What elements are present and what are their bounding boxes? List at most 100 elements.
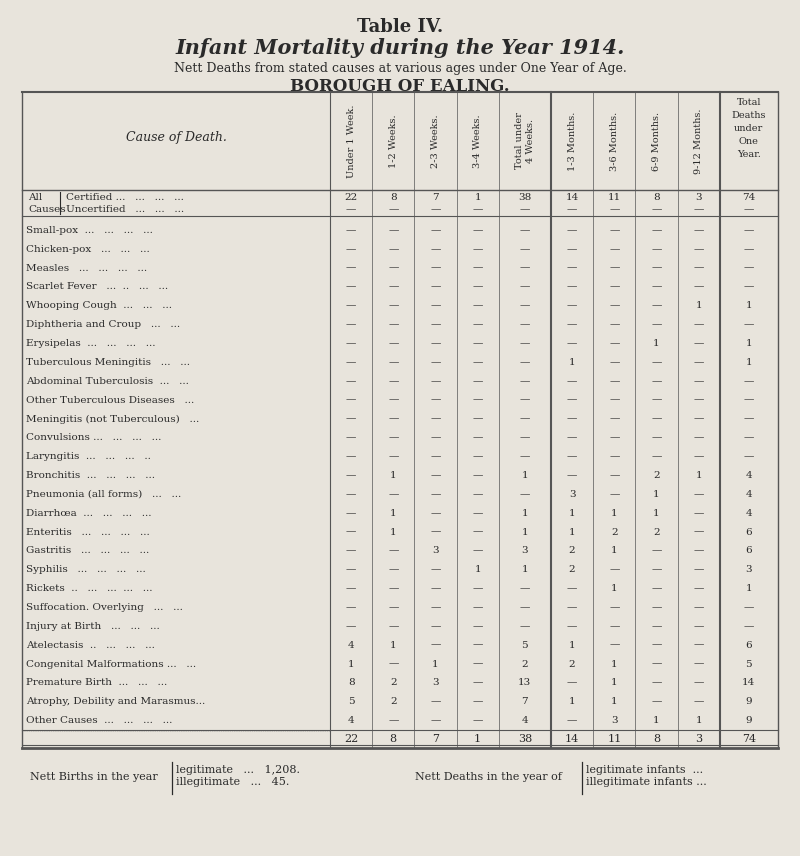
Text: 2: 2: [611, 527, 618, 537]
Text: legitimate   ...   1,208.: legitimate ... 1,208.: [176, 765, 300, 775]
Text: 1: 1: [695, 471, 702, 480]
Text: —: —: [473, 546, 483, 556]
Text: Other Tuberculous Diseases   ...: Other Tuberculous Diseases ...: [26, 395, 194, 405]
Text: —: —: [346, 565, 356, 574]
Text: Rickets  ..   ...   ...  ...   ...: Rickets .. ... ... ... ...: [26, 584, 153, 593]
Text: 1: 1: [522, 527, 528, 537]
Text: —: —: [430, 245, 441, 253]
Text: —: —: [346, 603, 356, 612]
Text: 1: 1: [390, 527, 397, 537]
Text: 4: 4: [522, 716, 528, 725]
Text: —: —: [430, 527, 441, 537]
Text: —: —: [388, 301, 398, 311]
Text: —: —: [430, 414, 441, 424]
Text: —: —: [694, 584, 704, 593]
Text: —: —: [567, 301, 578, 311]
Text: —: —: [388, 716, 398, 725]
Text: —: —: [651, 584, 662, 593]
Text: 1: 1: [611, 678, 618, 687]
Text: 3-4 Weeks.: 3-4 Weeks.: [473, 114, 482, 168]
Text: —: —: [651, 433, 662, 443]
Text: Diarrhœa  ...   ...   ...   ...: Diarrhœa ... ... ... ...: [26, 508, 151, 518]
Text: —: —: [473, 640, 483, 650]
Text: 1-2 Weeks.: 1-2 Weeks.: [389, 114, 398, 168]
Text: —: —: [388, 245, 398, 253]
Text: —: —: [430, 640, 441, 650]
Text: —: —: [567, 264, 578, 272]
Text: —: —: [520, 245, 530, 253]
Text: —: —: [473, 490, 483, 499]
Text: —: —: [473, 603, 483, 612]
Text: —: —: [651, 205, 662, 214]
Text: —: —: [567, 433, 578, 443]
Text: 1: 1: [569, 527, 575, 537]
Text: 1: 1: [348, 659, 354, 669]
Text: under: under: [734, 124, 763, 133]
Text: —: —: [430, 395, 441, 405]
Text: All: All: [28, 193, 42, 202]
Text: —: —: [520, 339, 530, 348]
Text: 1: 1: [522, 471, 528, 480]
Text: —: —: [567, 584, 578, 593]
Text: 8: 8: [390, 734, 397, 744]
Text: Nett Deaths in the year of: Nett Deaths in the year of: [415, 772, 562, 782]
Text: —: —: [430, 226, 441, 235]
Text: —: —: [473, 226, 483, 235]
Text: Deaths: Deaths: [732, 111, 766, 120]
Text: 1: 1: [569, 508, 575, 518]
Text: —: —: [430, 565, 441, 574]
Text: —: —: [567, 282, 578, 292]
Text: —: —: [567, 377, 578, 386]
Text: —: —: [346, 527, 356, 537]
Text: —: —: [567, 621, 578, 631]
Text: —: —: [694, 205, 704, 214]
Text: 1: 1: [746, 358, 752, 367]
Text: —: —: [520, 490, 530, 499]
Text: 3: 3: [432, 546, 438, 556]
Text: 14: 14: [565, 734, 579, 744]
Text: —: —: [744, 264, 754, 272]
Text: 14: 14: [742, 678, 755, 687]
Text: —: —: [694, 377, 704, 386]
Text: —: —: [430, 716, 441, 725]
Text: Bronchitis  ...   ...   ...   ...: Bronchitis ... ... ... ...: [26, 471, 155, 480]
Text: —: —: [744, 395, 754, 405]
Text: —: —: [744, 603, 754, 612]
Text: —: —: [651, 621, 662, 631]
Text: —: —: [346, 320, 356, 330]
Text: —: —: [651, 698, 662, 706]
Text: Table IV.: Table IV.: [357, 18, 443, 36]
Text: —: —: [473, 452, 483, 461]
Text: —: —: [651, 358, 662, 367]
Text: —: —: [430, 452, 441, 461]
Text: —: —: [388, 358, 398, 367]
Text: —: —: [609, 452, 619, 461]
Text: 1: 1: [653, 716, 660, 725]
Text: 2: 2: [653, 471, 660, 480]
Text: 3: 3: [695, 193, 702, 202]
Text: —: —: [346, 358, 356, 367]
Text: —: —: [651, 546, 662, 556]
Text: Injury at Birth   ...   ...   ...: Injury at Birth ... ... ...: [26, 621, 160, 631]
Text: —: —: [651, 301, 662, 311]
Text: —: —: [388, 452, 398, 461]
Text: —: —: [346, 584, 356, 593]
Text: —: —: [744, 320, 754, 330]
Text: Gastritis   ...   ...   ...   ...: Gastritis ... ... ... ...: [26, 546, 150, 556]
Text: —: —: [694, 395, 704, 405]
Text: Scarlet Fever   ...  ..   ...   ...: Scarlet Fever ... .. ... ...: [26, 282, 168, 292]
Text: —: —: [694, 245, 704, 253]
Text: 8: 8: [348, 678, 354, 687]
Text: 3: 3: [432, 678, 438, 687]
Text: 2: 2: [569, 565, 575, 574]
Text: 1: 1: [611, 584, 618, 593]
Text: —: —: [473, 698, 483, 706]
Text: —: —: [430, 377, 441, 386]
Text: —: —: [473, 716, 483, 725]
Text: —: —: [473, 678, 483, 687]
Text: —: —: [388, 264, 398, 272]
Text: 1: 1: [611, 508, 618, 518]
Text: —: —: [567, 716, 578, 725]
Text: —: —: [520, 621, 530, 631]
Text: 3: 3: [611, 716, 618, 725]
